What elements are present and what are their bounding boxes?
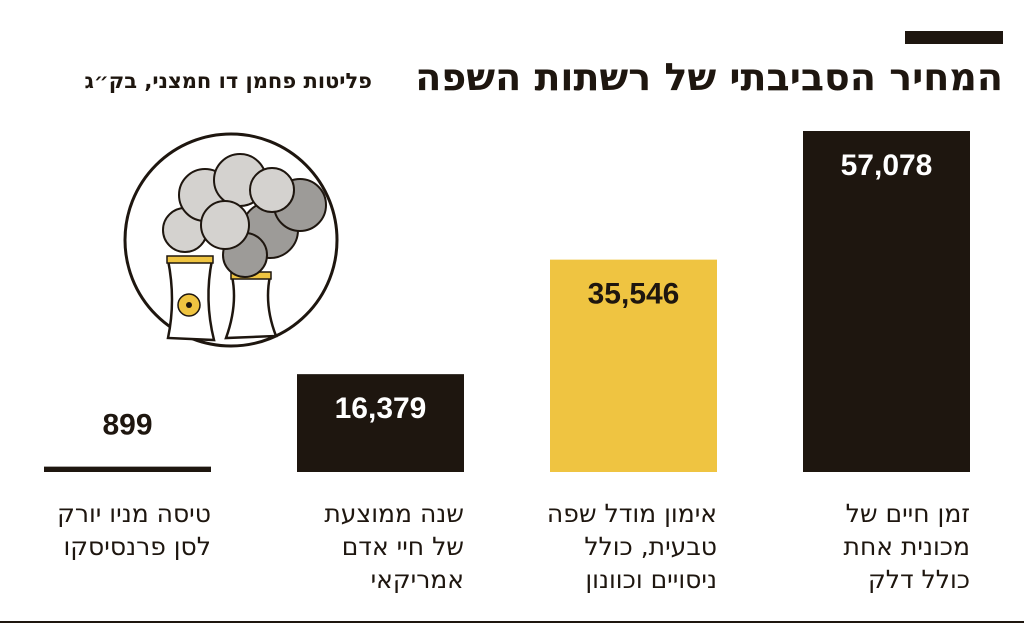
category-label: אמריקאי <box>371 565 464 594</box>
bar <box>297 374 464 472</box>
power-plant-icon <box>123 132 339 348</box>
category-label: ניסויים וכוונון <box>585 565 717 594</box>
category-label: לסן פרנסיסקו <box>63 532 211 561</box>
header-accent <box>905 31 1003 44</box>
category-label: שנה ממוצעת <box>324 499 464 528</box>
bar <box>44 466 211 472</box>
chart-subtitle: פליטות פחמן דו חמצני, בק״ג <box>84 69 372 93</box>
value-label: 16,379 <box>335 392 427 425</box>
value-label: 35,546 <box>588 278 680 311</box>
bar <box>550 259 717 472</box>
category-label: מכונית אחת <box>844 532 970 561</box>
category-label: כולל דלק <box>868 565 970 594</box>
category-label: אימון מודל שפה <box>547 499 717 528</box>
bar <box>803 131 970 472</box>
chart-title: המחיר הסביבתי של רשתות השפה <box>415 56 1003 100</box>
category-label: של חיי אדם <box>342 532 464 561</box>
category-label: טיסה מניו יורק <box>57 499 211 528</box>
value-label: 899 <box>102 409 152 442</box>
category-label: טבעית, כולל <box>584 532 717 561</box>
category-label: זמן חיים של <box>846 499 970 528</box>
value-label: 57,078 <box>841 149 933 182</box>
